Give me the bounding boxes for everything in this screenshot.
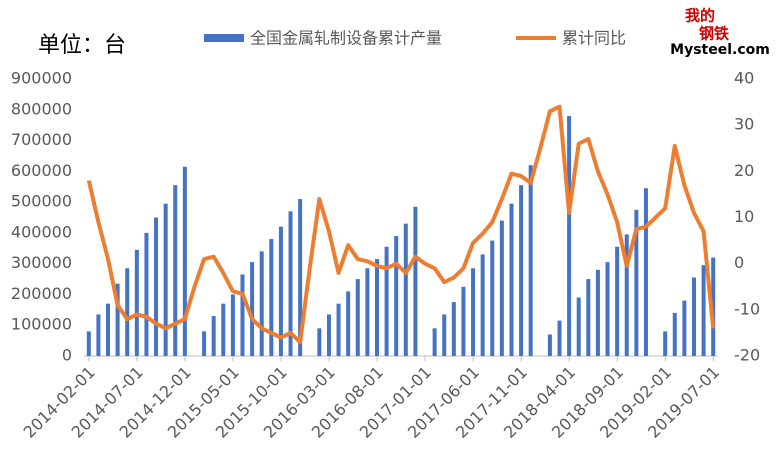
- bar: [230, 294, 235, 356]
- bar: [144, 232, 149, 356]
- y-tick-label: 500000: [11, 192, 72, 211]
- bar: [346, 291, 351, 356]
- bar: [96, 314, 101, 356]
- legend-label: 累计同比: [562, 29, 626, 48]
- bar: [547, 334, 552, 356]
- bar: [221, 303, 226, 356]
- y-tick-label: 400000: [11, 222, 72, 241]
- bar: [298, 199, 303, 356]
- bar: [125, 268, 130, 356]
- bar: [567, 115, 572, 356]
- y-tick-label: 200000: [11, 284, 72, 303]
- bar: [278, 226, 283, 356]
- bar: [490, 240, 495, 356]
- bar: [202, 331, 207, 356]
- bar: [288, 211, 293, 356]
- bar: [259, 251, 264, 356]
- bar: [615, 246, 620, 356]
- y-tick-label: 800000: [11, 99, 72, 118]
- bar: [576, 297, 581, 356]
- legend-label: 全国金属轧制设备累计产量: [250, 29, 442, 48]
- bar: [182, 166, 187, 356]
- bar: [663, 331, 668, 356]
- bar: [528, 165, 533, 356]
- bar: [442, 314, 447, 356]
- legend-swatch: [204, 34, 244, 42]
- bar: [643, 188, 648, 356]
- bar: [86, 331, 91, 356]
- y2-tick-label: 30: [734, 115, 754, 134]
- line: [86, 104, 716, 345]
- bar: [451, 302, 456, 356]
- bar: [682, 300, 687, 356]
- y-tick-label: 600000: [11, 161, 72, 180]
- bar: [269, 239, 274, 356]
- bar: [374, 259, 379, 356]
- bar: [595, 269, 600, 356]
- y-tick-label: 700000: [11, 130, 72, 149]
- y-tick-label: 300000: [11, 253, 72, 272]
- y-tick-label: 0: [62, 346, 72, 365]
- bar: [317, 328, 322, 356]
- y-tick-label: 900000: [11, 69, 72, 88]
- y2-tick-label: -10: [734, 299, 760, 318]
- bar: [711, 257, 716, 356]
- bar: [586, 279, 591, 356]
- logo-text: 钢铁: [699, 25, 729, 43]
- bar: [154, 217, 159, 356]
- bar: [134, 249, 139, 356]
- bar: [336, 303, 341, 356]
- bar: [557, 320, 562, 356]
- bar: [384, 246, 389, 356]
- bar: [106, 303, 111, 356]
- bar: [403, 223, 408, 356]
- unit-label: 单位：台: [38, 33, 126, 58]
- bar: [471, 268, 476, 356]
- y2-tick-label: 40: [734, 69, 754, 88]
- bar: [634, 209, 639, 356]
- bar: [624, 234, 629, 356]
- bar: [115, 283, 120, 356]
- bar: [240, 274, 245, 356]
- bar: [413, 206, 418, 356]
- bar: [326, 314, 331, 356]
- y-tick-label: 100000: [11, 315, 72, 334]
- bar: [250, 262, 255, 356]
- bar: [701, 265, 706, 356]
- bar: [691, 277, 696, 356]
- y2-tick-label: 20: [734, 161, 754, 180]
- bar: [605, 262, 610, 356]
- logo-text: 我的: [685, 7, 715, 25]
- bar: [499, 220, 504, 356]
- y2-tick-label: -20: [734, 346, 760, 365]
- bar: [509, 203, 514, 356]
- logo-text: Mysteel.com: [670, 42, 770, 58]
- bar: [461, 286, 466, 356]
- bar: [519, 185, 524, 356]
- bar: [163, 203, 168, 356]
- bar: [432, 328, 437, 356]
- bar: [173, 185, 178, 356]
- bar: [355, 279, 360, 356]
- bar: [211, 315, 216, 356]
- y2-tick-label: 10: [734, 207, 754, 226]
- bar: [394, 235, 399, 356]
- bar: [672, 312, 677, 356]
- y2-tick-label: 0: [734, 253, 744, 272]
- bar: [480, 254, 485, 356]
- bar: [365, 268, 370, 356]
